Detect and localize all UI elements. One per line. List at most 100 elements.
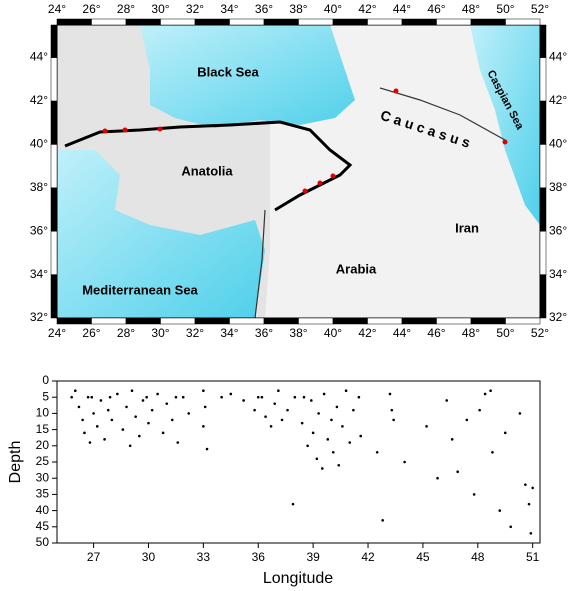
- frame-bar: [402, 318, 437, 324]
- point: [317, 412, 320, 415]
- point: [87, 396, 90, 399]
- lon-tick-label: 32°: [186, 2, 204, 16]
- frame-bar: [51, 231, 57, 274]
- frame-bar: [161, 318, 196, 324]
- point: [504, 432, 507, 435]
- point: [142, 399, 145, 402]
- lon-tick-label: 28°: [117, 326, 135, 340]
- point: [509, 526, 512, 529]
- point: [292, 503, 295, 506]
- point: [352, 409, 355, 412]
- star: [103, 129, 108, 134]
- point: [109, 396, 112, 399]
- lat-tick-label: 42°: [30, 93, 48, 107]
- x-tick-label: 45: [416, 550, 430, 564]
- y-tick-label: 20: [36, 438, 50, 452]
- lon-tick-label: 42°: [358, 2, 376, 16]
- point: [175, 396, 178, 399]
- frame-bar: [92, 19, 127, 25]
- page: Black Sea Caspian Sea C a u c a s u s An…: [0, 0, 570, 591]
- point: [90, 396, 93, 399]
- plot-frame: [57, 381, 540, 543]
- map-label: Arabia: [336, 261, 377, 276]
- map-label: Black Sea: [197, 64, 259, 79]
- point: [358, 396, 361, 399]
- star: [303, 189, 308, 194]
- map-label: Anatolia: [181, 163, 233, 178]
- point: [89, 441, 92, 444]
- frame-bar: [230, 318, 265, 324]
- point: [321, 467, 324, 470]
- point: [312, 432, 315, 435]
- frame-bar: [540, 58, 546, 101]
- point: [491, 451, 494, 454]
- point: [531, 487, 534, 490]
- frame-bar: [471, 19, 506, 25]
- x-tick-label: 27: [87, 550, 101, 564]
- star: [503, 140, 508, 145]
- point: [270, 425, 273, 428]
- frame-bar: [437, 19, 472, 25]
- point: [116, 393, 119, 396]
- x-tick-label: 48: [471, 550, 485, 564]
- frame-bar: [540, 144, 546, 187]
- map-label: Mediterranean Sea: [82, 282, 198, 297]
- frame-bar: [195, 318, 230, 324]
- point: [162, 432, 165, 435]
- x-tick-label: 39: [306, 550, 320, 564]
- point: [337, 464, 340, 467]
- point: [261, 396, 264, 399]
- y-tick-label: 5: [42, 389, 49, 403]
- y-tick-label: 40: [36, 503, 50, 517]
- lon-tick-label: 44°: [393, 2, 411, 16]
- lat-tick-label: 40°: [549, 137, 567, 151]
- frame-bar: [126, 19, 161, 25]
- star: [158, 127, 163, 132]
- point: [145, 396, 148, 399]
- point: [202, 425, 205, 428]
- point: [466, 419, 469, 422]
- y-axis-title: Depth: [7, 441, 24, 484]
- lon-tick-label: 32°: [186, 326, 204, 340]
- lat-tick-label: 34°: [549, 267, 567, 281]
- frame-bar: [264, 19, 299, 25]
- frame-bar: [368, 19, 403, 25]
- point: [326, 438, 329, 441]
- y-tick-label: 25: [36, 454, 50, 468]
- frame-bar: [540, 275, 546, 318]
- frame-bar: [333, 19, 368, 25]
- point: [230, 393, 233, 396]
- lat-tick-label: 44°: [30, 50, 48, 64]
- point: [74, 389, 77, 392]
- lon-tick-label: 30°: [151, 2, 169, 16]
- frame-bar: [299, 318, 334, 324]
- point: [315, 457, 318, 460]
- y-tick-label: 50: [36, 535, 50, 549]
- lat-tick-label: 42°: [549, 93, 567, 107]
- point: [176, 441, 179, 444]
- point: [303, 396, 306, 399]
- frame-bar: [195, 19, 230, 25]
- lon-tick-label: 40°: [324, 326, 342, 340]
- point: [138, 435, 141, 438]
- point: [70, 396, 73, 399]
- point: [381, 519, 384, 522]
- y-tick-label: 10: [36, 406, 50, 420]
- lon-tick-label: 34°: [220, 2, 238, 16]
- point: [151, 409, 154, 412]
- point: [524, 483, 527, 486]
- frame-bar: [540, 231, 546, 274]
- point: [530, 532, 533, 535]
- y-tick-label: 0: [42, 373, 49, 387]
- point: [341, 425, 344, 428]
- point: [147, 422, 150, 425]
- star: [318, 181, 323, 186]
- frame-bar: [51, 58, 57, 101]
- x-tick-label: 30: [142, 550, 156, 564]
- point: [206, 448, 209, 451]
- point: [330, 419, 333, 422]
- point: [122, 428, 125, 431]
- map-label: Iran: [455, 220, 479, 235]
- lat-tick-label: 36°: [549, 223, 567, 237]
- point: [111, 419, 114, 422]
